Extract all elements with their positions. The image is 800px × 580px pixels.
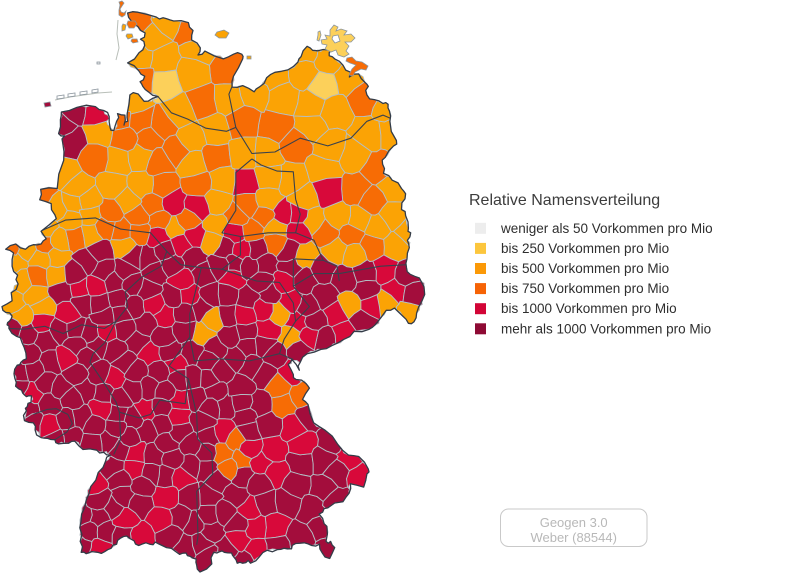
svg-text:bis 250 Vorkommen pro Mio: bis 250 Vorkommen pro Mio bbox=[501, 241, 669, 256]
svg-text:bis 750 Vorkommen pro Mio: bis 750 Vorkommen pro Mio bbox=[501, 281, 669, 296]
svg-text:Geogen 3.0: Geogen 3.0 bbox=[540, 515, 608, 530]
svg-text:weniger als 50 Vorkommen pro M: weniger als 50 Vorkommen pro Mio bbox=[500, 221, 713, 236]
svg-text:bis 500 Vorkommen pro Mio: bis 500 Vorkommen pro Mio bbox=[501, 261, 669, 276]
svg-text:Weber (88544): Weber (88544) bbox=[530, 530, 616, 545]
svg-text:mehr als 1000 Vorkommen pro Mi: mehr als 1000 Vorkommen pro Mio bbox=[501, 321, 711, 336]
svg-text:bis 1000 Vorkommen pro Mio: bis 1000 Vorkommen pro Mio bbox=[501, 301, 677, 316]
svg-text:Relative Namensverteilung: Relative Namensverteilung bbox=[469, 192, 660, 209]
